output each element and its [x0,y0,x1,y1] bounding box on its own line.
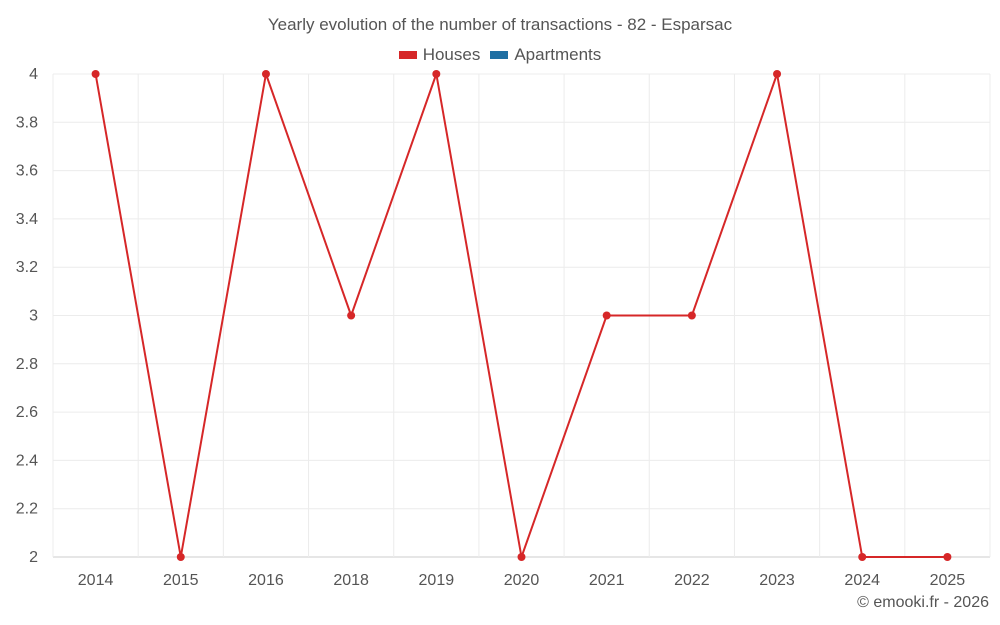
data-point-houses[interactable] [91,70,100,78]
axes: 2 2.2 2.4 2.6 2.8 3 3.2 3.4 3.6 3.8 4 2014 2015 2016 2… [16,66,966,589]
y-tick-label: 3.4 [16,211,38,228]
data-point-houses[interactable] [347,311,356,320]
y-tick-label: 3.8 [16,114,38,131]
x-tick-label: 2025 [930,572,966,589]
y-tick-label: 4 [29,66,38,83]
y-tick-label: 2.6 [16,404,38,421]
chart-title: Yearly evolution of the number of transa… [267,15,733,34]
data-point-houses[interactable] [687,311,696,320]
x-tick-label: 2021 [589,572,625,589]
series [91,70,952,561]
data-point-houses[interactable] [517,553,526,561]
x-tick-label: 2015 [163,572,199,589]
data-point-houses[interactable] [773,70,782,78]
legend-swatch-houses [398,51,417,59]
y-tick-label: 2.2 [16,501,38,518]
x-tick-label: 2016 [248,572,284,589]
x-tick-label: 2014 [78,572,114,589]
legend-label-houses: Houses [422,45,481,64]
grid [52,73,991,558]
data-point-houses[interactable] [261,70,270,78]
data-point-houses[interactable] [602,311,611,320]
y-tick-label: 2.4 [16,452,38,469]
data-point-houses[interactable] [943,553,952,561]
x-tick-label: 2023 [759,572,795,589]
y-tick-label: 2.8 [16,356,38,373]
legend-swatch-apartments [490,51,509,59]
y-tick-label: 3.6 [16,163,38,180]
y-tick-label: 2 [29,549,38,566]
legend: Houses Apartments [0,45,1000,65]
legend-item-apartments[interactable]: Apartments [490,45,601,65]
credit-text: © emooki.fr - 2026 [857,594,989,611]
x-tick-label: 2020 [504,572,540,589]
x-tick-label: 2018 [333,572,369,589]
x-tick-label: 2019 [419,572,455,589]
legend-item-houses[interactable]: Houses [398,45,481,65]
data-point-houses[interactable] [432,70,441,78]
y-tick-label: 3.2 [16,259,38,276]
legend-label-apartments: Apartments [514,45,602,64]
data-point-houses[interactable] [858,553,867,561]
x-tick-label: 2024 [844,572,880,589]
y-tick-label: 3 [29,308,38,325]
x-tick-label: 2022 [674,572,710,589]
data-point-houses[interactable] [176,553,185,561]
